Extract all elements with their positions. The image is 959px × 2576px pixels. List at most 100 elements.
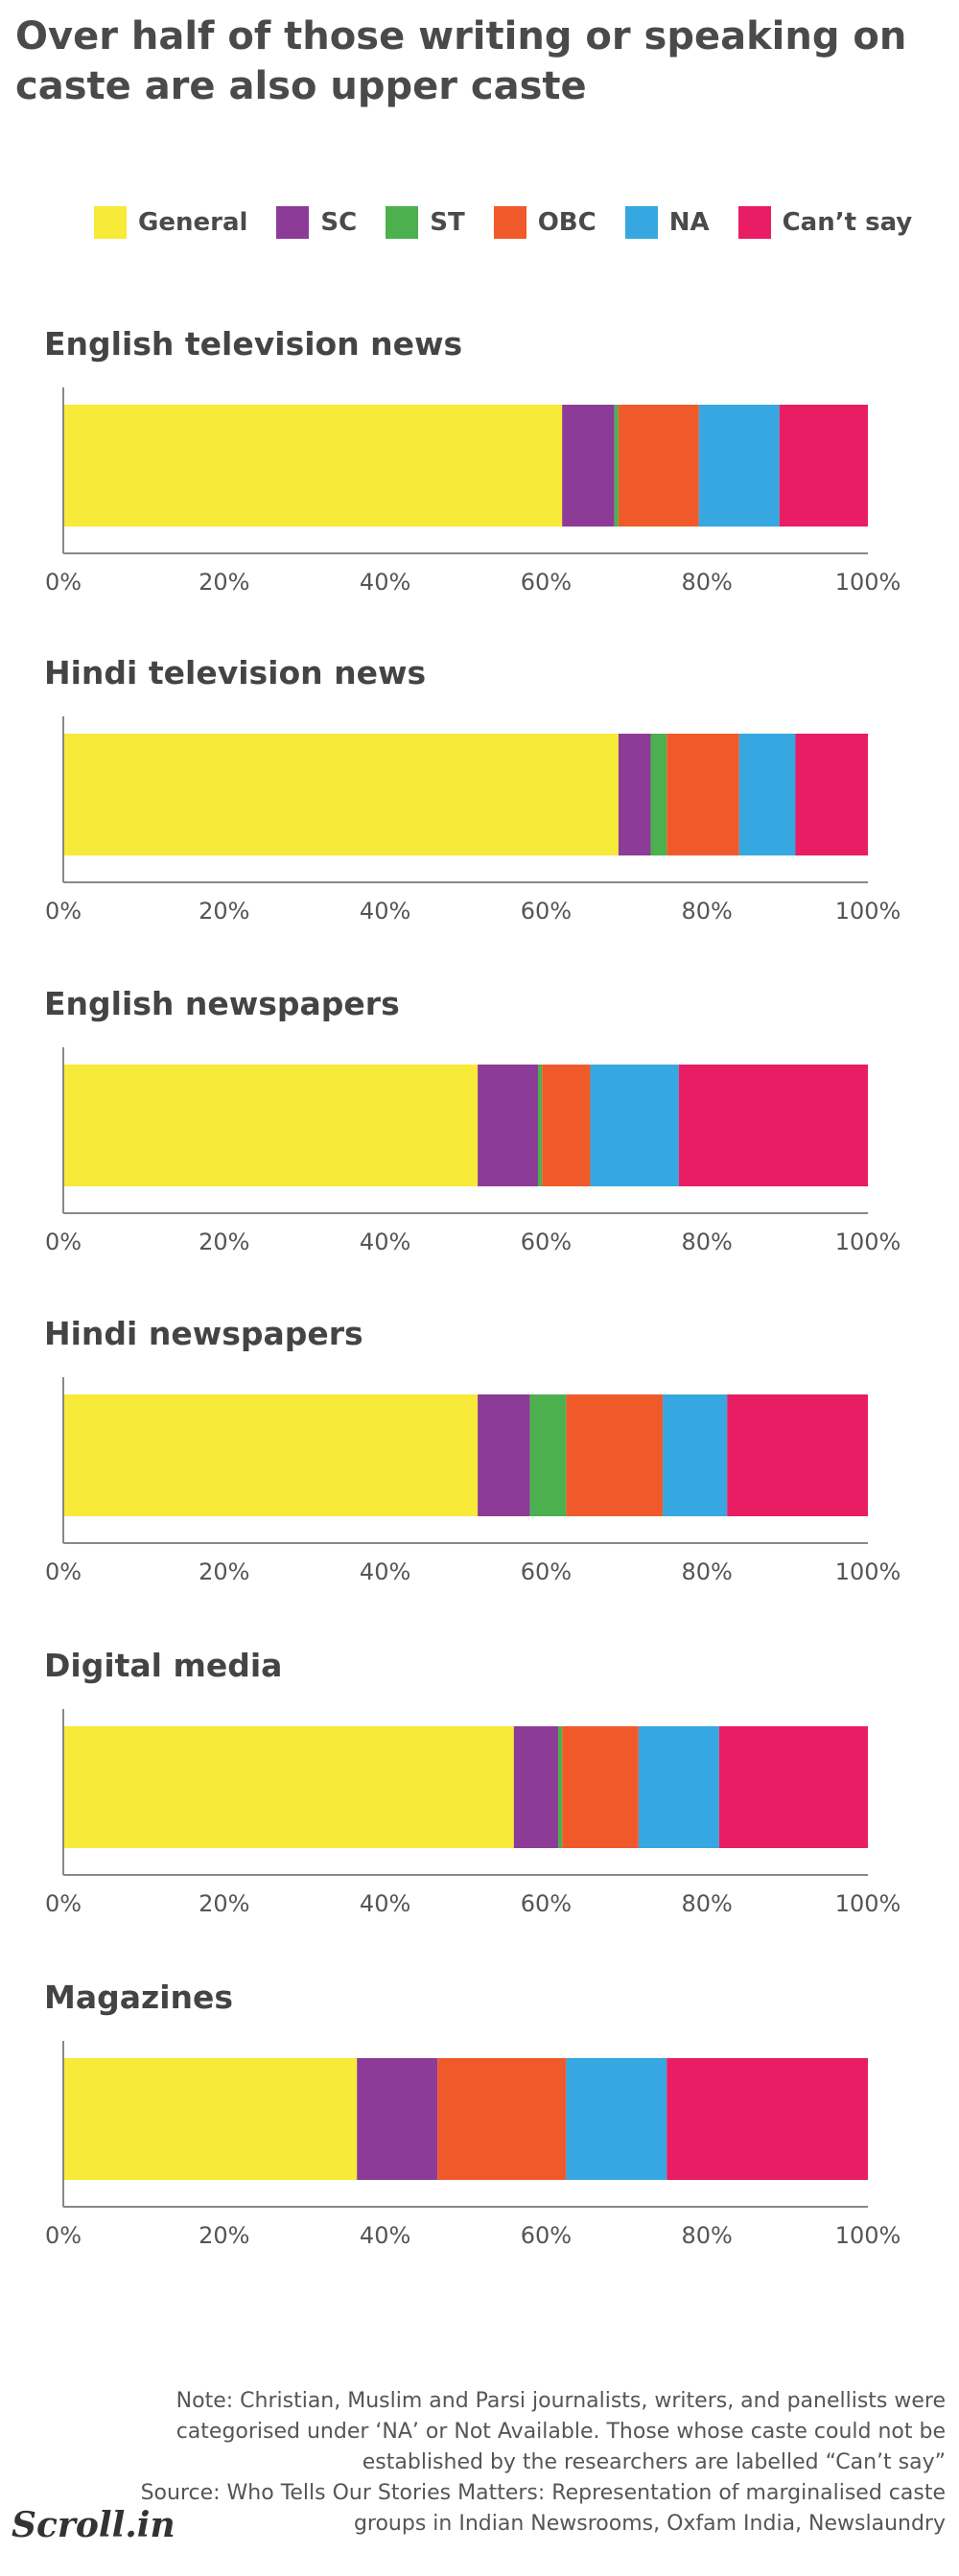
tick-label: 20% xyxy=(199,569,249,596)
tick-label: 60% xyxy=(521,1890,572,1917)
bar-segment xyxy=(795,734,868,855)
tick-label: 20% xyxy=(199,1890,249,1917)
legend-label: ST xyxy=(430,208,465,237)
tick-label: 80% xyxy=(682,1229,733,1255)
legend-item: General xyxy=(94,206,247,239)
panel-title: Digital media xyxy=(44,1647,282,1684)
tick-label: 100% xyxy=(835,1229,901,1255)
tick-label: 0% xyxy=(45,1558,82,1585)
bar-segment xyxy=(678,1065,868,1186)
bar-segment xyxy=(63,1394,479,1516)
legend-label: Can’t say xyxy=(782,208,913,237)
tick-label: 40% xyxy=(360,2222,410,2249)
panel-title: English television news xyxy=(44,325,462,363)
bar-segment xyxy=(63,1726,514,1848)
tick-label: 20% xyxy=(199,1229,249,1255)
bar-segment xyxy=(718,1726,868,1848)
legend-item: NA xyxy=(624,206,710,239)
legend-item: OBC xyxy=(493,206,596,239)
bar-segment xyxy=(542,1065,591,1186)
bar-segment xyxy=(638,1726,719,1848)
tick-label: 80% xyxy=(682,569,733,596)
tick-label: 0% xyxy=(45,2222,82,2249)
chart-panel: Digital media 0% 20% 40% 60% 80% 100% xyxy=(44,1647,901,1917)
tick-label: 40% xyxy=(360,1890,410,1917)
chart-panel: English television news 0% 20% 40% 60% 80% 100… xyxy=(44,325,901,596)
legend-label: General xyxy=(138,208,248,237)
bar-segment xyxy=(478,1394,530,1516)
tick-label: 60% xyxy=(521,569,572,596)
bar-segment xyxy=(738,734,796,855)
legend-swatch xyxy=(276,206,310,239)
bar-segment xyxy=(357,2058,438,2180)
bar-segment xyxy=(478,1065,539,1186)
bar-segment xyxy=(63,405,563,527)
tick-label: 40% xyxy=(360,898,410,925)
bar-segment xyxy=(437,2058,567,2180)
panel-title: Hindi television news xyxy=(44,654,426,691)
tick-label: 40% xyxy=(360,1229,410,1255)
legend-item: ST xyxy=(386,206,465,239)
bar-segment xyxy=(650,734,667,855)
legend-swatch xyxy=(94,206,127,239)
bar-segment xyxy=(698,405,780,527)
chart-panel: English newspapers 0% 20% 40% 60% 80% 100% xyxy=(44,985,901,1255)
bar-segment xyxy=(618,734,651,855)
tick-label: 0% xyxy=(45,569,82,596)
legend: General SC ST OBC NA Can’t say xyxy=(94,203,941,242)
bar-segment xyxy=(590,1065,679,1186)
bar-segment xyxy=(562,405,615,527)
bar-segment xyxy=(562,1726,639,1848)
tick-label: 100% xyxy=(835,2222,901,2249)
tick-label: 100% xyxy=(835,1890,901,1917)
note-text: Note: Christian, Muslim and Parsi journa… xyxy=(175,2389,946,2474)
bar-segment xyxy=(63,2058,358,2180)
panel-title: Hindi newspapers xyxy=(44,1315,363,1352)
legend-swatch xyxy=(737,206,771,239)
bar-segment xyxy=(566,1394,664,1516)
tick-label: 20% xyxy=(199,1558,249,1585)
bar-segment xyxy=(63,734,619,855)
tick-label: 80% xyxy=(682,1558,733,1585)
tick-label: 80% xyxy=(682,898,733,925)
chart-panel: Hindi television news 0% 20% 40% 60% 80% 100% xyxy=(44,654,901,925)
chart-title: Over half of those writing or speaking o… xyxy=(15,14,907,108)
bar-segment xyxy=(727,1394,868,1516)
legend-label: SC xyxy=(320,208,358,237)
bar-segment xyxy=(667,2058,868,2180)
tick-label: 100% xyxy=(835,1558,901,1585)
source-text: Source: Who Tells Our Stories Matters: R… xyxy=(140,2481,946,2536)
panel-title: Magazines xyxy=(44,1979,233,2016)
legend-label: NA xyxy=(668,208,710,237)
chart-panel: Hindi newspapers 0% 20% 40% 60% 80% 100% xyxy=(44,1315,901,1585)
tick-label: 100% xyxy=(835,898,901,925)
tick-label: 80% xyxy=(682,1890,733,1917)
tick-label: 60% xyxy=(521,2222,572,2249)
bar-segment xyxy=(779,405,868,527)
bar-segment xyxy=(618,405,699,527)
legend-label: OBC xyxy=(537,208,596,237)
tick-label: 0% xyxy=(45,1890,82,1917)
bar-segment xyxy=(538,1065,543,1186)
tick-label: 20% xyxy=(199,898,249,925)
tick-label: 0% xyxy=(45,1229,82,1255)
footer-note: Note: Christian, Muslim and Parsi journa… xyxy=(111,2386,946,2540)
legend-item: Can’t say xyxy=(737,206,913,239)
tick-label: 60% xyxy=(521,1558,572,1585)
tick-label: 60% xyxy=(521,1229,572,1255)
legend-swatch xyxy=(386,206,419,239)
bar-segment xyxy=(513,1726,558,1848)
bar-segment xyxy=(63,1065,479,1186)
legend-swatch xyxy=(624,206,658,239)
tick-label: 60% xyxy=(521,898,572,925)
bar-segment xyxy=(667,734,739,855)
bar-segment xyxy=(529,1394,567,1516)
bar-segment xyxy=(663,1394,728,1516)
tick-label: 40% xyxy=(360,569,410,596)
bar-segment xyxy=(614,405,619,527)
tick-label: 40% xyxy=(360,1558,410,1585)
chart-panel: Magazines 0% 20% 40% 60% 80% 100% xyxy=(44,1979,901,2249)
tick-label: 100% xyxy=(835,569,901,596)
tick-label: 0% xyxy=(45,898,82,925)
